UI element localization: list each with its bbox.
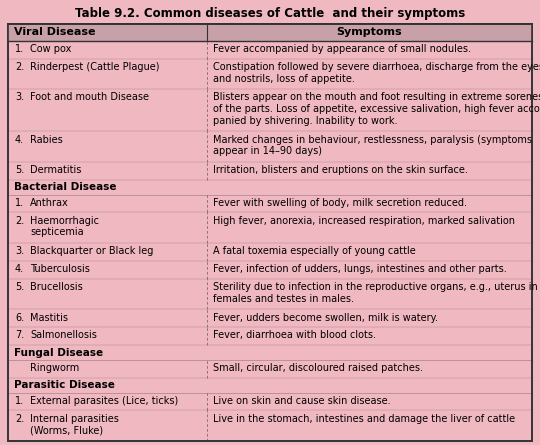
Text: Irritation, blisters and eruptions on the skin surface.: Irritation, blisters and eruptions on th… (213, 165, 468, 175)
Text: Mastitis: Mastitis (30, 312, 68, 323)
Text: Brucellosis: Brucellosis (30, 282, 83, 292)
Text: Haemorrhagic
septicemia: Haemorrhagic septicemia (30, 216, 99, 237)
Text: 1.: 1. (15, 44, 24, 54)
Text: 7.: 7. (15, 331, 24, 340)
Text: 2.: 2. (15, 216, 24, 226)
Text: Fungal Disease: Fungal Disease (14, 348, 103, 357)
Text: Dermatitis: Dermatitis (30, 165, 82, 175)
Text: Constipation followed by severe diarrhoea, discharge from the eyes
and nostrils,: Constipation followed by severe diarrhoe… (213, 62, 540, 84)
Text: 6.: 6. (15, 312, 24, 323)
Text: Blisters appear on the mouth and foot resulting in extreme soreness
of the parts: Blisters appear on the mouth and foot re… (213, 93, 540, 125)
Text: 2.: 2. (15, 62, 24, 72)
Text: 2.: 2. (15, 413, 24, 424)
Text: High fever, anorexia, increased respiration, marked salivation: High fever, anorexia, increased respirat… (213, 216, 515, 226)
Text: Tuberculosis: Tuberculosis (30, 264, 90, 274)
Text: Blackquarter or Black leg: Blackquarter or Black leg (30, 246, 153, 256)
Text: Bacterial Disease: Bacterial Disease (14, 182, 117, 192)
Text: Live on skin and cause skin disease.: Live on skin and cause skin disease. (213, 396, 390, 406)
Text: Live in the stomach, intestines and damage the liver of cattle: Live in the stomach, intestines and dama… (213, 413, 515, 424)
Text: Rinderpest (Cattle Plague): Rinderpest (Cattle Plague) (30, 62, 159, 72)
Text: Fever accompanied by appearance of small nodules.: Fever accompanied by appearance of small… (213, 44, 471, 54)
Text: Parasitic Disease: Parasitic Disease (14, 380, 115, 390)
Text: External parasites (Lice, ticks): External parasites (Lice, ticks) (30, 396, 178, 406)
Bar (8, 24, 532, 41)
Text: 1.: 1. (15, 396, 24, 406)
Text: Foot and mouth Disease: Foot and mouth Disease (30, 93, 149, 102)
Text: Marked changes in behaviour, restlessness, paralysis (symptoms
appear in 14–90 d: Marked changes in behaviour, restlessnes… (213, 134, 532, 156)
Text: 3.: 3. (15, 93, 24, 102)
Text: Viral Disease: Viral Disease (14, 28, 96, 37)
Text: Salmonellosis: Salmonellosis (30, 331, 97, 340)
Text: Fever, udders become swollen, milk is watery.: Fever, udders become swollen, milk is wa… (213, 312, 438, 323)
Text: Fever, diarrhoea with blood clots.: Fever, diarrhoea with blood clots. (213, 331, 376, 340)
Text: A fatal toxemia especially of young cattle: A fatal toxemia especially of young catt… (213, 246, 416, 256)
Text: 3.: 3. (15, 246, 24, 256)
Text: Sterility due to infection in the reproductive organs, e.g., uterus in
females a: Sterility due to infection in the reprod… (213, 282, 538, 303)
Text: 5.: 5. (15, 165, 24, 175)
Text: Small, circular, discoloured raised patches.: Small, circular, discoloured raised patc… (213, 363, 423, 373)
Text: Table 9.2. Common diseases of Cattle  and their symptoms: Table 9.2. Common diseases of Cattle and… (75, 7, 465, 20)
Text: Anthrax: Anthrax (30, 198, 69, 208)
Text: 4.: 4. (15, 264, 24, 274)
Text: Fever with swelling of body, milk secretion reduced.: Fever with swelling of body, milk secret… (213, 198, 467, 208)
Text: Symptoms: Symptoms (336, 28, 402, 37)
Text: 1.: 1. (15, 198, 24, 208)
Text: Internal parasities
(Worms, Fluke): Internal parasities (Worms, Fluke) (30, 413, 119, 435)
Text: 4.: 4. (15, 134, 24, 145)
Text: 5.: 5. (15, 282, 24, 292)
Text: Rabies: Rabies (30, 134, 63, 145)
Text: Ringworm: Ringworm (30, 363, 79, 373)
Text: Cow pox: Cow pox (30, 44, 71, 54)
Text: Fever, infection of udders, lungs, intestines and other parts.: Fever, infection of udders, lungs, intes… (213, 264, 507, 274)
